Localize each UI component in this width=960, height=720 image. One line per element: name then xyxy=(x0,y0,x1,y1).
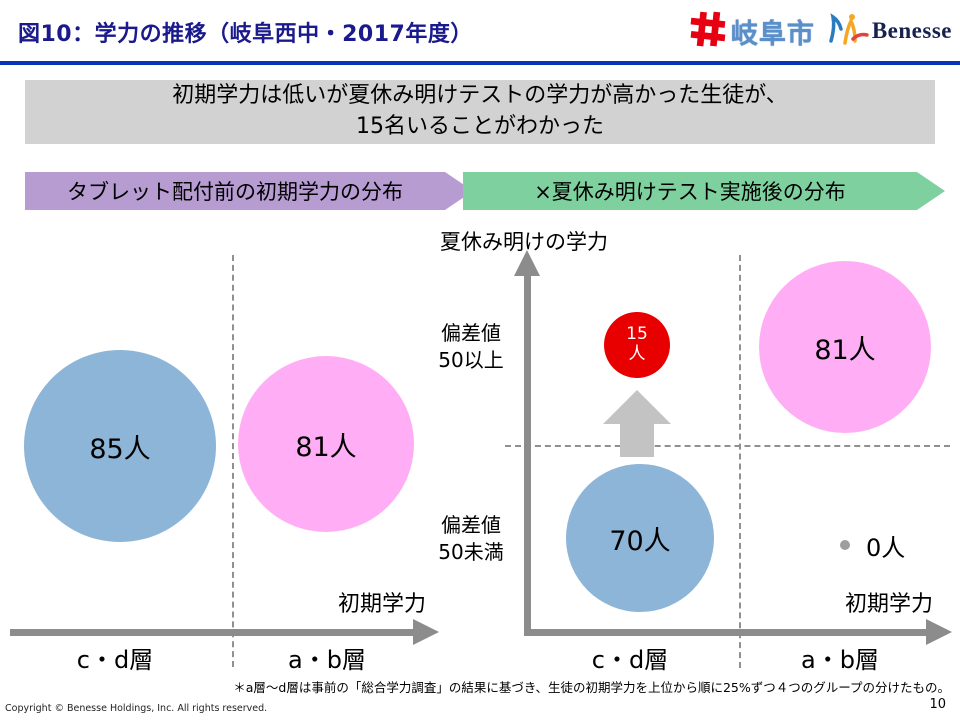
bubble-before-cd-85: 85人 xyxy=(24,350,216,542)
right-chart-x-axis-arrow-icon xyxy=(926,619,952,645)
bubble-after-ab-high-81-label: 81人 xyxy=(814,334,876,366)
right-chart-y-axis xyxy=(524,270,531,629)
header-logos: 岐阜市 Benesse xyxy=(689,10,952,52)
right-chart-ycat-below50: 偏差値 50未満 xyxy=(438,513,504,564)
gifu-city-wordmark: 岐阜市 xyxy=(730,18,815,50)
left-chart-x-axis-title: 初期学力 xyxy=(338,592,427,617)
copyright-text: Copyright © Benesse Holdings, Inc. All r… xyxy=(5,703,268,714)
benesse-logo: Benesse xyxy=(825,11,952,51)
key-message-line1: 初期学力は低いが夏休み明けテストの学力が高かった生徒が、 xyxy=(172,83,788,109)
page-number: 10 xyxy=(929,697,946,712)
right-chart-threshold-line xyxy=(505,445,950,447)
benesse-wordmark: Benesse xyxy=(871,18,952,43)
bubble-after-cd-high-15-label: 15 人 xyxy=(626,324,648,364)
right-chart-y-axis-arrow-icon xyxy=(514,250,540,276)
left-chart-divider-line xyxy=(232,255,234,667)
key-message-line2: 15名いることがわかった xyxy=(356,114,604,139)
gifu-city-logo: 岐阜市 xyxy=(689,10,815,52)
bubble-after-cd-low-70: 70人 xyxy=(566,464,714,612)
page-title: 図10：学力の推移（岐阜西中・2017年度） xyxy=(18,22,473,47)
gifu-city-emblem-icon xyxy=(689,10,727,52)
banner-after-label: ×夏休み明けテスト実施後の分布 xyxy=(534,180,846,204)
bubble-before-ab-81-label: 81人 xyxy=(295,431,357,463)
left-chart-category-ab: a・b層 xyxy=(288,646,366,674)
banner-before-tablet: タブレット配付前の初期学力の分布 xyxy=(25,172,473,210)
key-message-box: 初期学力は低いが夏休み明けテストの学力が高かった生徒が、 15名いることがわかっ… xyxy=(25,80,935,144)
bubble-before-cd-85-label: 85人 xyxy=(89,433,151,465)
up-arrow-stem xyxy=(620,424,654,457)
right-chart-category-ab: a・b層 xyxy=(801,646,879,674)
banner-after-test: ×夏休み明けテスト実施後の分布 xyxy=(463,172,945,210)
left-chart-x-axis-arrow-icon xyxy=(413,619,439,645)
right-chart-ycat-above50: 偏差値 50以上 xyxy=(438,321,504,372)
bubble-after-cd-high-15: 15 人 xyxy=(604,312,670,378)
benesse-figures-icon xyxy=(825,11,869,51)
header-divider xyxy=(0,61,960,65)
bubble-after-ab-low-0-label: 0人 xyxy=(866,534,906,562)
zero-point-dot-icon xyxy=(840,540,850,550)
banner-before-label: タブレット配付前の初期学力の分布 xyxy=(67,180,403,204)
right-chart-category-cd: c・d層 xyxy=(591,646,669,674)
footnote: ＊a層～d層は事前の「総合学力調査」の結果に基づき、生徒の初期学力を上位から順に… xyxy=(233,680,950,695)
up-arrow-icon xyxy=(603,390,671,424)
left-chart-category-cd: c・d層 xyxy=(76,646,154,674)
right-chart-x-axis-title: 初期学力 xyxy=(845,592,934,617)
right-chart-x-axis xyxy=(524,629,928,636)
bubble-before-ab-81: 81人 xyxy=(238,356,414,532)
bubble-after-cd-low-70-label: 70人 xyxy=(609,525,671,557)
right-chart-divider-line xyxy=(739,255,741,668)
left-chart-x-axis xyxy=(10,629,415,636)
bubble-after-ab-high-81: 81人 xyxy=(759,261,931,433)
